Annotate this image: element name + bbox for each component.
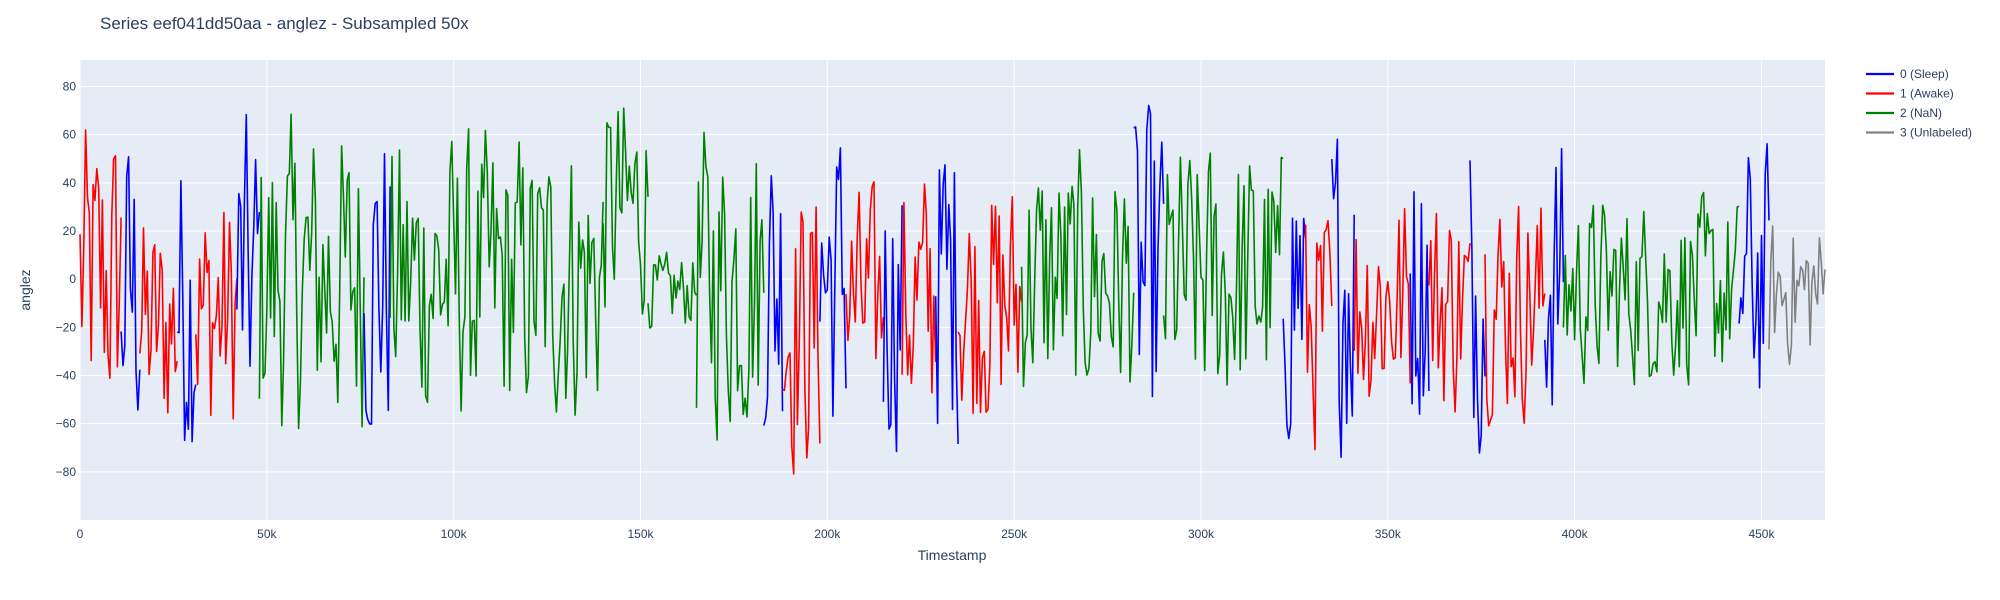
legend-item[interactable]: 2 (NaN)	[1866, 106, 1942, 120]
y-tick-label: −60	[56, 417, 77, 431]
legend-label: 2 (NaN)	[1900, 106, 1942, 120]
tick-labels: 0 50k 100k 150k 200k 250k 300k 350k 400k 450k −80 −…	[56, 79, 1776, 541]
legend-label: 0 (Sleep)	[1900, 67, 1949, 81]
series-line-0	[363, 152, 391, 425]
series-line-0	[1331, 138, 1355, 459]
series-line-2	[1020, 149, 1135, 388]
x-tick-label: 350k	[1375, 527, 1402, 541]
series-line-2	[1162, 152, 1284, 386]
series-line-2	[258, 113, 365, 430]
y-tick-label: −40	[56, 368, 77, 382]
series-line-1	[845, 181, 885, 360]
y-tick-label: −80	[56, 465, 77, 479]
x-axis-title: Timestamp	[918, 547, 987, 563]
legend[interactable]: 0 (Sleep) 1 (Awake) 2 (NaN) 3 (Unlabeled)	[1866, 67, 1972, 140]
y-tick-label: 40	[63, 176, 77, 190]
series-line-0	[819, 147, 847, 417]
series-line-1	[957, 196, 1023, 415]
x-tick-label: 100k	[441, 527, 468, 541]
series-line-2	[647, 251, 698, 329]
x-tick-label: 0	[77, 527, 84, 541]
legend-label: 3 (Unlabeled)	[1900, 126, 1972, 140]
x-tick-label: 450k	[1748, 527, 1775, 541]
chart-title: Series eef041dd50aa - anglez - Subsample…	[100, 14, 469, 33]
series-line-2	[1562, 191, 1740, 386]
y-tick-label: 0	[69, 272, 76, 286]
series-lines	[79, 104, 1826, 475]
series-line-0	[1544, 147, 1565, 406]
series-line-0	[1469, 160, 1486, 454]
series-line-1	[79, 129, 122, 380]
x-tick-label: 300k	[1188, 527, 1215, 541]
series-line-1	[1428, 212, 1471, 413]
series-line-2	[695, 131, 765, 441]
series-line-0	[1282, 217, 1307, 440]
series-line-0	[176, 180, 197, 443]
series-line-0	[1133, 104, 1165, 398]
series-line-1	[1353, 207, 1411, 398]
legend-item[interactable]: 0 (Sleep)	[1866, 67, 1949, 81]
series-line-1	[1484, 205, 1546, 427]
legend-label: 1 (Awake)	[1900, 87, 1954, 101]
x-tick-label: 400k	[1562, 527, 1589, 541]
series-line-0	[236, 113, 261, 367]
series-line-0	[1409, 191, 1430, 415]
series-line-0	[882, 205, 903, 453]
series-line-2	[602, 107, 649, 315]
series-line-1	[782, 206, 821, 475]
series-line-0	[120, 156, 141, 411]
y-tick-label: 80	[63, 79, 77, 93]
y-tick-label: 60	[63, 128, 77, 142]
y-tick-label: −20	[56, 320, 77, 334]
legend-item[interactable]: 1 (Awake)	[1866, 87, 1954, 101]
series-line-0	[1738, 143, 1770, 389]
y-tick-label: 20	[63, 224, 77, 238]
y-axis-title: anglez	[17, 269, 33, 310]
x-tick-label: 50k	[257, 527, 277, 541]
series-line-0	[934, 164, 959, 445]
series-line-1	[901, 183, 937, 394]
series-line-1	[139, 227, 178, 414]
series-line-1	[1304, 219, 1333, 451]
legend-item[interactable]: 3 (Unlabeled)	[1866, 126, 1972, 140]
series-line-1	[195, 211, 238, 420]
series-line-3	[1768, 225, 1826, 366]
x-tick-label: 250k	[1001, 527, 1028, 541]
series-line-0	[763, 175, 784, 426]
series-line-2	[389, 128, 604, 416]
x-tick-label: 200k	[814, 527, 841, 541]
plot-area[interactable]	[80, 60, 1825, 520]
x-tick-label: 150k	[627, 527, 654, 541]
